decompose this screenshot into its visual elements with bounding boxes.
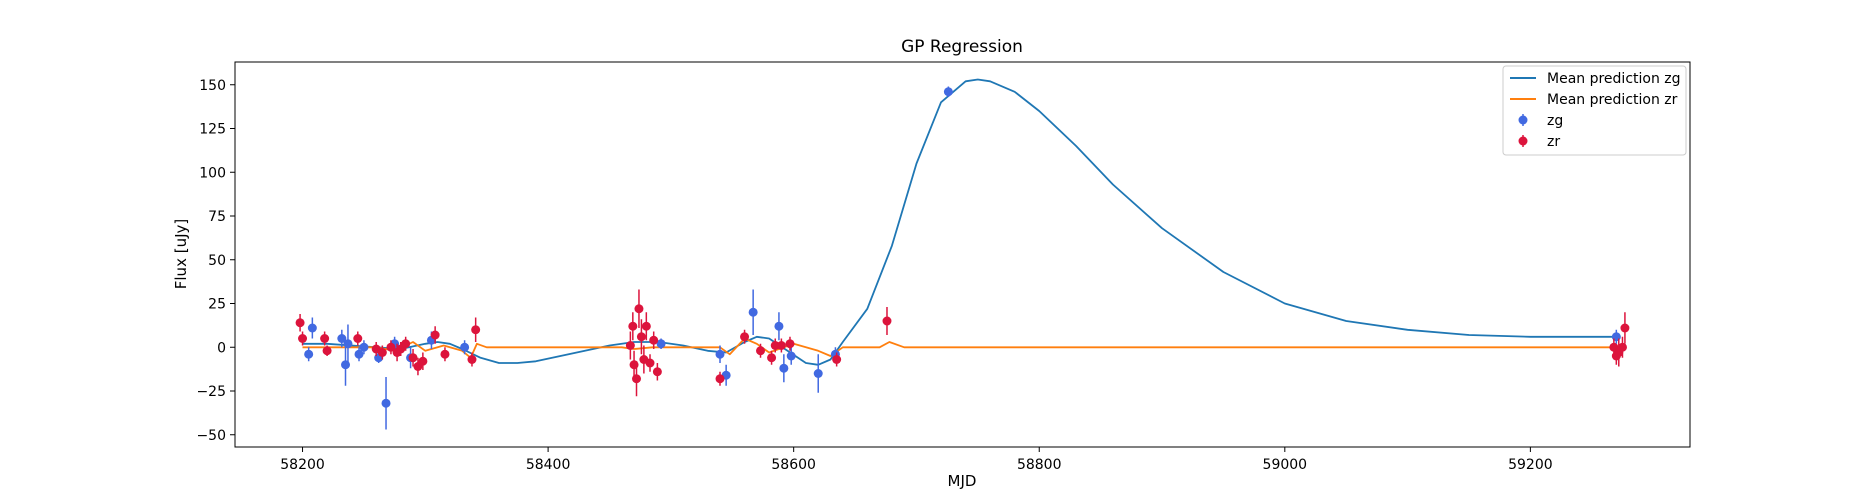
y-tick-label-2: 0 bbox=[217, 340, 226, 356]
point-zr-37 bbox=[882, 316, 892, 326]
x-tick-label-0: 58200 bbox=[280, 457, 325, 473]
point-zr-35 bbox=[785, 339, 795, 349]
legend-swatch-2 bbox=[1518, 115, 1528, 125]
point-zr-1 bbox=[298, 334, 308, 343]
x-tick-label-5: 59200 bbox=[1508, 457, 1553, 473]
x-axis: 58200 58400 58600 58800 59000 59200 bbox=[280, 447, 1553, 473]
legend-item-1: Mean prediction zr bbox=[1510, 92, 1678, 108]
point-zr-42 bbox=[1620, 323, 1630, 333]
point-zr-32 bbox=[767, 353, 777, 363]
point-zr-6 bbox=[377, 348, 387, 357]
y-tick-label-0: −50 bbox=[196, 428, 226, 444]
plot-frame bbox=[234, 61, 1691, 448]
point-zr-22 bbox=[634, 304, 644, 314]
point-zr-14 bbox=[430, 330, 440, 340]
x-tick-label-4: 59000 bbox=[1263, 457, 1308, 473]
series-zr bbox=[295, 289, 1630, 397]
point-zr-36 bbox=[832, 355, 842, 364]
x-axis-label: MJD bbox=[948, 472, 977, 490]
legend-item-3: zr bbox=[1518, 134, 1560, 150]
point-zg-4 bbox=[343, 339, 353, 349]
point-zr-2 bbox=[320, 334, 330, 343]
point-zg-13 bbox=[656, 339, 666, 349]
point-zr-17 bbox=[471, 325, 481, 335]
point-zg-0 bbox=[304, 349, 314, 359]
y-tick-label-1: −25 bbox=[196, 384, 226, 400]
point-zr-11 bbox=[408, 353, 418, 363]
y-tick-label-5: 75 bbox=[208, 209, 226, 225]
point-zg-1 bbox=[307, 323, 317, 333]
x-tick-label-3: 58800 bbox=[1017, 457, 1062, 473]
legend-item-2: zg bbox=[1518, 113, 1563, 129]
point-zr-3 bbox=[322, 346, 332, 356]
point-zg-12 bbox=[460, 342, 470, 352]
x-tick-label-2: 58600 bbox=[771, 457, 816, 473]
legend-swatch-3 bbox=[1518, 136, 1528, 146]
y-tick-label-4: 50 bbox=[208, 253, 226, 269]
legend: Mean prediction zg Mean prediction zr zg zr bbox=[1502, 65, 1687, 156]
point-zr-19 bbox=[628, 321, 638, 331]
point-zr-25 bbox=[641, 321, 651, 331]
point-zr-18 bbox=[625, 341, 635, 350]
legend-label-3: zr bbox=[1547, 134, 1560, 150]
y-axis: −50 −25 0 25 50 75 100 125 150 bbox=[196, 78, 235, 444]
point-zr-30 bbox=[740, 332, 750, 342]
legend-label-2: zg bbox=[1547, 113, 1563, 129]
point-zr-27 bbox=[649, 335, 659, 345]
point-zg-20 bbox=[813, 369, 823, 378]
point-zr-34 bbox=[776, 341, 786, 350]
y-tick-label-7: 125 bbox=[199, 122, 226, 138]
legend-label-0: Mean prediction zg bbox=[1547, 71, 1681, 87]
point-zr-21 bbox=[632, 374, 642, 384]
point-zr-0 bbox=[295, 318, 305, 328]
y-tick-label-6: 100 bbox=[199, 165, 226, 181]
legend-label-1: Mean prediction zr bbox=[1547, 92, 1678, 108]
x-tick-label-1: 58400 bbox=[526, 457, 571, 473]
point-zr-10 bbox=[401, 339, 411, 349]
y-axis-label: Flux [uJy] bbox=[172, 219, 190, 289]
point-zg-19 bbox=[786, 351, 796, 361]
point-zg-22 bbox=[943, 87, 953, 97]
point-zg-14 bbox=[715, 349, 725, 359]
point-zr-13 bbox=[418, 356, 428, 366]
point-zr-16 bbox=[467, 355, 477, 364]
point-zr-4 bbox=[353, 334, 363, 343]
point-zr-31 bbox=[756, 346, 766, 356]
point-zr-28 bbox=[652, 367, 662, 377]
y-tick-label-8: 150 bbox=[199, 78, 226, 94]
point-zg-17 bbox=[774, 321, 784, 331]
y-tick-label-3: 25 bbox=[208, 297, 226, 313]
point-zg-18 bbox=[779, 363, 789, 373]
point-zg-16 bbox=[748, 307, 758, 317]
point-zg-6 bbox=[359, 342, 369, 352]
point-zr-7 bbox=[386, 342, 396, 352]
line-zr bbox=[302, 337, 1617, 359]
point-zr-41 bbox=[1617, 342, 1627, 352]
legend-item-0: Mean prediction zg bbox=[1510, 71, 1681, 87]
point-zr-29 bbox=[715, 374, 725, 384]
point-zr-15 bbox=[440, 349, 450, 359]
point-zr-23 bbox=[636, 332, 646, 342]
point-zg-5 bbox=[354, 349, 364, 359]
line-zg bbox=[302, 78, 1617, 366]
chart-title: GP Regression bbox=[901, 37, 1023, 57]
point-zr-26 bbox=[645, 358, 655, 368]
legend-box bbox=[1502, 65, 1687, 156]
point-zg-2 bbox=[337, 334, 347, 343]
plot-area bbox=[295, 78, 1630, 430]
point-zg-8 bbox=[381, 398, 391, 408]
series-zg bbox=[304, 86, 1621, 430]
